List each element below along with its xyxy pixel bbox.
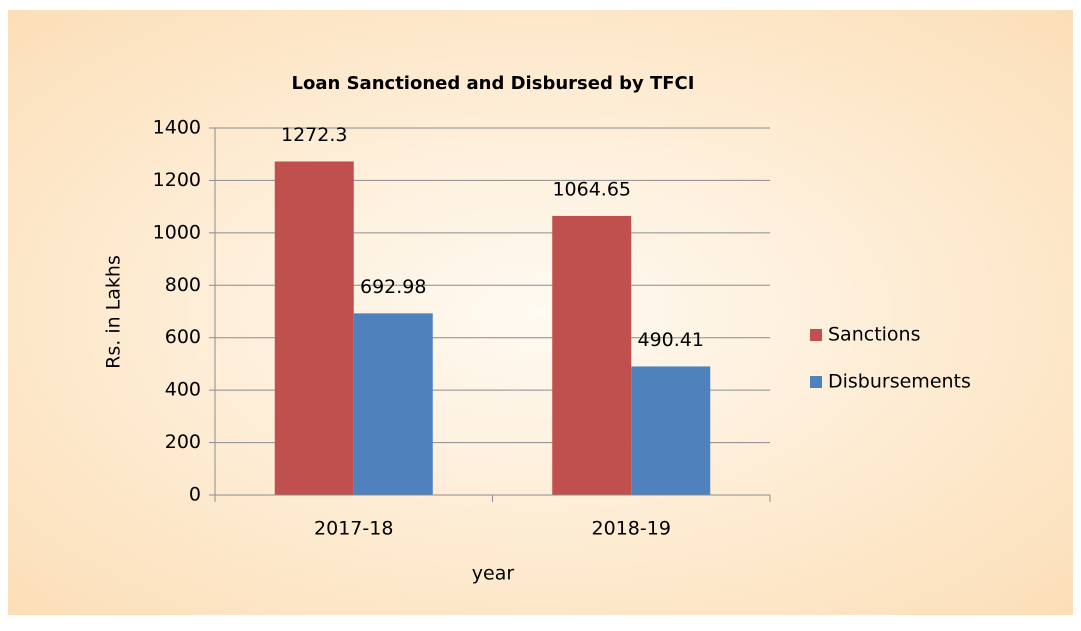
data-label: 692.98 <box>360 276 426 298</box>
y-tick-label: 0 <box>189 484 201 506</box>
data-label: 1064.65 <box>552 178 631 200</box>
x-axis-label: year <box>472 563 515 585</box>
bar <box>274 161 354 495</box>
legend-swatch <box>810 376 822 388</box>
bar <box>353 313 433 495</box>
x-tick-label: 2018-19 <box>592 518 671 540</box>
y-tick-label: 1400 <box>153 117 201 139</box>
chart-title: Loan Sanctioned and Disbursed by TFCI <box>292 73 695 94</box>
y-axis-label: Rs. in Lakhs <box>103 255 125 369</box>
legend-label: Disbursements <box>828 371 971 393</box>
y-tick-label: 1200 <box>153 169 201 191</box>
y-tick-label: 200 <box>165 431 201 453</box>
x-tick-label: 2017-18 <box>314 518 393 540</box>
y-tick-label: 600 <box>165 326 201 348</box>
legend-swatch <box>810 329 822 341</box>
y-tick-label: 400 <box>165 379 201 401</box>
data-label: 490.41 <box>638 329 704 351</box>
bar <box>631 366 711 495</box>
y-tick-label: 800 <box>165 274 201 296</box>
data-label: 1272.3 <box>281 124 347 146</box>
legend-label: Sanctions <box>828 324 921 346</box>
chart-background <box>8 10 1073 615</box>
y-tick-label: 1000 <box>153 221 201 243</box>
bar <box>552 215 632 495</box>
